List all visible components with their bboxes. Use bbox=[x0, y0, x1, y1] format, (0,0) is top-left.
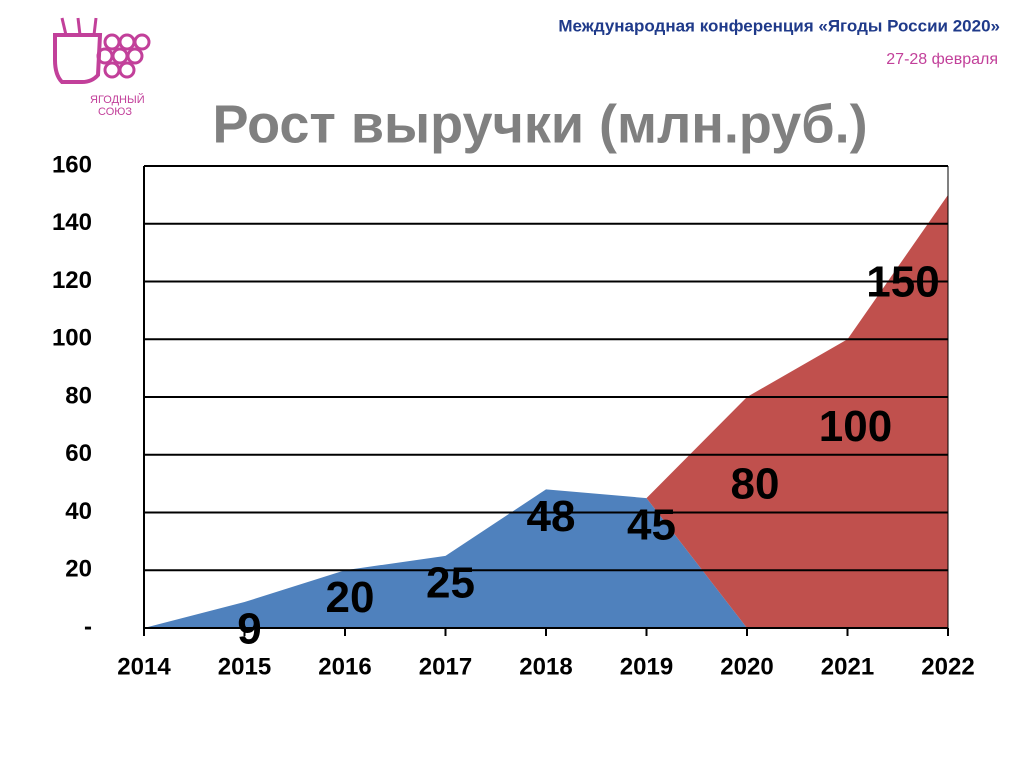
data-label: 45 bbox=[627, 501, 676, 550]
x-tick-label: 2014 bbox=[117, 653, 171, 680]
x-tick-label: 2016 bbox=[318, 653, 371, 680]
data-label: 80 bbox=[731, 460, 780, 509]
y-tick-label: 140 bbox=[52, 209, 92, 236]
logo-text: ЯГОДНЫЙ bbox=[90, 93, 145, 106]
x-tick-label: 2018 bbox=[519, 653, 572, 680]
logo-text: СОЮЗ bbox=[98, 106, 132, 118]
x-tick-label: 2022 bbox=[921, 653, 974, 680]
x-tick-label: 2015 bbox=[218, 653, 271, 680]
y-tick-label: 60 bbox=[65, 440, 92, 467]
y-tick-label: 40 bbox=[65, 498, 92, 525]
y-tick-label: 80 bbox=[65, 382, 92, 409]
y-tick-label: 20 bbox=[65, 556, 92, 583]
data-label: 9 bbox=[237, 605, 261, 654]
x-tick-label: 2021 bbox=[821, 653, 874, 680]
chart-title: Рост выручки (млн.руб.) bbox=[212, 94, 867, 154]
area bbox=[144, 194, 948, 628]
area bbox=[144, 489, 948, 628]
data-label: 20 bbox=[326, 573, 375, 622]
x-tick-label: 2017 bbox=[419, 653, 472, 680]
x-tick-label: 2019 bbox=[620, 653, 673, 680]
y-tick-label: 160 bbox=[52, 151, 92, 178]
data-label: 150 bbox=[866, 258, 939, 307]
dates: 27-28 февраля bbox=[886, 51, 998, 68]
y-tick-label: 120 bbox=[52, 267, 92, 294]
data-label: 25 bbox=[426, 558, 475, 607]
conference: Международная конференция «Ягоды России … bbox=[558, 16, 1000, 35]
x-tick-label: 2020 bbox=[720, 653, 773, 680]
data-label: 48 bbox=[527, 492, 576, 541]
y-tick-label: 100 bbox=[52, 325, 92, 352]
logo: ЯГОДНЫЙ СОЮЗ bbox=[53, 17, 151, 118]
y-tick-label: - bbox=[84, 613, 92, 640]
data-label: 100 bbox=[819, 402, 892, 451]
